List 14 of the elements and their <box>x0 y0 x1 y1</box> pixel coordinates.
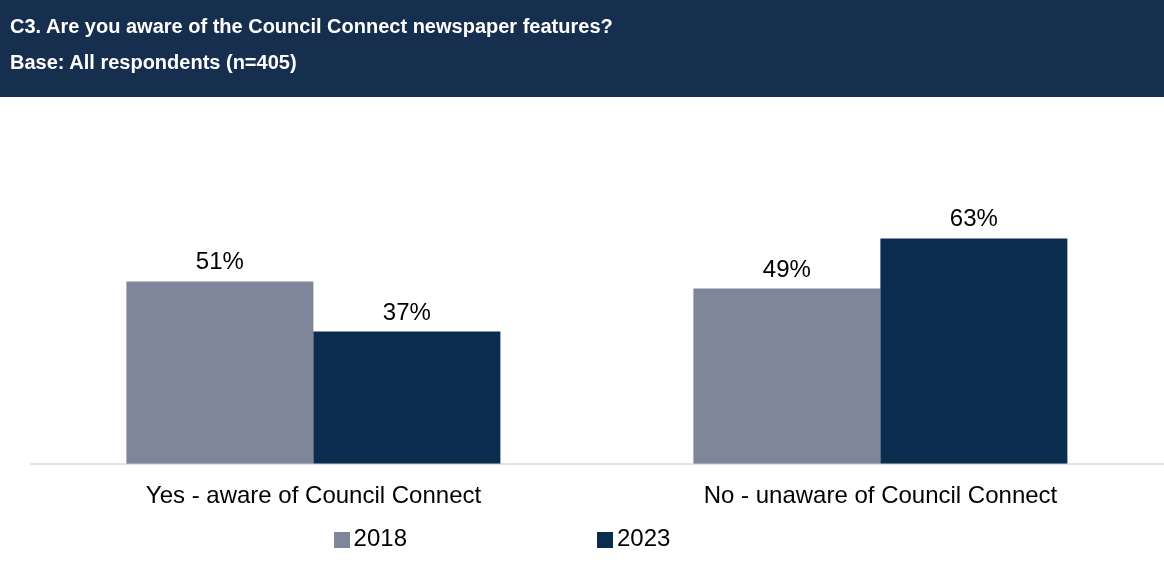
legend-label: 2023 <box>617 524 671 551</box>
data-label: 49% <box>762 254 811 282</box>
data-label: 37% <box>382 297 431 325</box>
bar <box>880 238 1068 464</box>
chart-title: C3. Are you aware of the Council Connect newspaper features? <box>10 14 614 39</box>
data-label: 51% <box>195 247 244 275</box>
data-label: 63% <box>949 204 998 232</box>
bar <box>313 331 501 464</box>
chart-subtitle: Base: All respondents (n=405) <box>10 50 298 75</box>
x-tick-label: No - unaware of Council Connect <box>703 481 1058 509</box>
bar <box>693 288 881 464</box>
x-tick-label: Yes - aware of Council Connect <box>145 481 482 509</box>
bar <box>126 281 314 464</box>
legend-label: 2018 <box>353 524 407 551</box>
